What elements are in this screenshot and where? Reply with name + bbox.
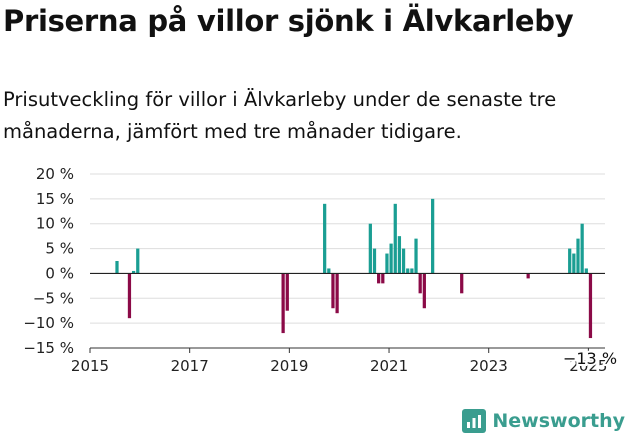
grid-lines xyxy=(90,173,605,349)
bar-2018-11 xyxy=(281,273,285,334)
logo-text: Newsworthy xyxy=(492,410,625,432)
x-tick-label: 2019 xyxy=(270,357,308,375)
bar-2020-09 xyxy=(372,248,377,274)
bar-2024-09 xyxy=(572,253,576,274)
bar-2020-08 xyxy=(368,223,372,274)
y-tick-label: 10 % xyxy=(36,215,74,233)
chart-title: Priserna på villor sjönk i Älvkarleby xyxy=(3,4,574,38)
y-tick-label: 20 % xyxy=(36,165,74,183)
x-tick-label: 2023 xyxy=(470,357,508,375)
bar-2024-12 xyxy=(584,268,588,274)
y-tick-label: 0 % xyxy=(45,264,74,282)
x-tick-label: 2017 xyxy=(171,357,209,375)
x-tick-label: 2015 xyxy=(71,357,109,375)
bar-2019-12 xyxy=(335,273,339,314)
tick-labels: 20 % 15 % 10 % 5 % 0 % −5 % −10 % −15 %2015 2017… xyxy=(23,165,619,375)
bar-2015-11 xyxy=(131,270,136,274)
bar-2021-08 xyxy=(418,273,422,294)
x-tick-label: 2021 xyxy=(370,357,408,375)
bar-2020-12 xyxy=(385,253,389,274)
bar-2015-07 xyxy=(115,261,119,274)
y-tick-label: −15 % xyxy=(23,339,74,357)
bar-2023-10 xyxy=(526,273,530,279)
chart-subtitle: Prisutveckling för villor i Älvkarleby u… xyxy=(3,88,557,143)
axes xyxy=(89,272,605,353)
last-value-annotation: −13 % xyxy=(563,349,617,368)
bar-2025-01 xyxy=(588,273,593,339)
bar-2018-12 xyxy=(285,273,289,311)
bar-chart: 20 % 15 % 10 % 5 % 0 % −5 % −10 % −15 %2015 2017… xyxy=(23,165,619,375)
bar-2021-01 xyxy=(389,243,393,274)
bar-2019-09 xyxy=(323,203,327,274)
y-tick-label: 15 % xyxy=(36,190,74,208)
bar-2019-11 xyxy=(331,273,335,309)
bar-2021-09 xyxy=(422,273,426,309)
y-tick-label: 5 % xyxy=(45,240,74,258)
bar-2021-11 xyxy=(431,198,435,274)
bar-2020-10 xyxy=(377,273,381,284)
bar-2021-05 xyxy=(406,268,410,274)
bar-2022-06 xyxy=(460,273,464,294)
newsworthy-logo-icon xyxy=(462,409,487,433)
bars xyxy=(115,198,593,339)
bar-2021-04 xyxy=(401,248,406,274)
bar-2021-02 xyxy=(393,203,397,274)
bar-2021-06 xyxy=(410,268,414,274)
bar-2019-10 xyxy=(327,268,331,274)
bar-2024-11 xyxy=(580,223,584,274)
bar-2024-08 xyxy=(568,248,572,274)
x-tick-label: 2025 xyxy=(569,357,607,375)
newsworthy-logo[interactable]: Newsworthy xyxy=(462,409,625,433)
bar-2015-10 xyxy=(127,273,132,319)
y-tick-label: −5 % xyxy=(33,289,74,307)
bar-2021-03 xyxy=(397,236,402,274)
bar-2024-10 xyxy=(576,238,580,274)
bar-2020-11 xyxy=(381,273,385,284)
bar-2015-12 xyxy=(136,248,140,274)
bar-2021-07 xyxy=(414,238,418,274)
y-tick-label: −10 % xyxy=(23,314,74,332)
